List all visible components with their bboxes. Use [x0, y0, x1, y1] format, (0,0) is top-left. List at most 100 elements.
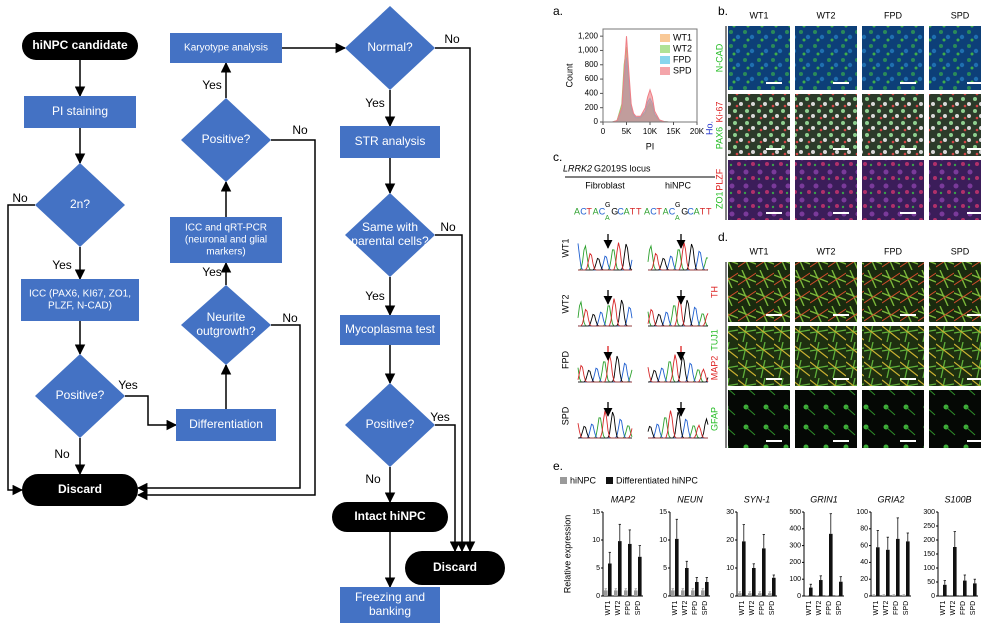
node-label: Differentiation — [189, 417, 263, 431]
y-tick-label: 1,000 — [578, 46, 599, 55]
edge-label: No — [292, 123, 308, 137]
micrograph — [862, 94, 924, 156]
edge-label: Yes — [365, 289, 385, 303]
decision-node — [345, 6, 435, 90]
bar — [839, 581, 843, 596]
x-tick-label: WT2 — [883, 601, 890, 616]
x-tick-label: WT1 — [672, 601, 679, 616]
bar — [772, 577, 776, 596]
y-tick-label: 10 — [726, 565, 734, 572]
bar — [685, 568, 689, 596]
y-tick-label: 200 — [789, 559, 801, 566]
base-letter: A — [574, 206, 580, 216]
node-label: PLZF, N-CAD) — [48, 301, 112, 312]
decision-node — [35, 163, 125, 247]
process-node — [340, 315, 440, 345]
x-tick-label: FPD — [893, 601, 900, 615]
legend-label: hiNPC — [570, 475, 597, 485]
chart-title: NEUN — [677, 494, 703, 504]
flow-arrow — [435, 47, 476, 553]
base-letter: A — [624, 206, 630, 216]
base-letter: A — [605, 215, 610, 222]
y-tick-label: 100 — [923, 565, 935, 572]
micrograph — [795, 262, 857, 322]
terminal-node — [22, 32, 138, 60]
base-letter: G — [675, 202, 680, 209]
node-label: ICC and qRT-PCR — [185, 223, 267, 234]
bar — [738, 593, 742, 596]
locus-title: G2019S locus — [594, 163, 651, 173]
column-label: SPD — [951, 246, 970, 256]
y-tick-label: 0 — [864, 593, 868, 600]
bar — [748, 593, 752, 596]
panel-label: e. — [553, 459, 563, 473]
row-label: WT1 — [560, 239, 570, 258]
bar — [829, 533, 833, 596]
edge-label: No — [444, 32, 460, 46]
legend-swatch — [606, 477, 613, 484]
node-label: ICC (PAX6, KI67, ZO1, — [29, 289, 131, 300]
edge-label: Yes — [430, 410, 450, 424]
y-tick-label: 300 — [923, 509, 935, 516]
process-node — [170, 217, 282, 263]
bar — [604, 590, 608, 596]
bar — [892, 595, 896, 596]
flow-arrow — [136, 139, 316, 501]
micrograph — [728, 262, 790, 322]
bar — [634, 590, 638, 596]
legend-swatch — [660, 56, 670, 64]
decision-node — [345, 383, 435, 467]
node-label: Positive? — [56, 388, 105, 402]
bar — [819, 580, 823, 596]
micrograph — [728, 326, 790, 386]
process-node — [24, 96, 136, 128]
micrograph — [728, 390, 790, 448]
base-letter: T — [656, 206, 662, 216]
x-axis-label: PI — [646, 141, 655, 151]
micrograph — [929, 390, 981, 448]
bar — [902, 595, 906, 596]
x-tick-label: 0 — [601, 127, 606, 136]
bar — [906, 541, 910, 596]
y-tick-label: 200 — [923, 537, 935, 544]
bar — [675, 538, 679, 596]
x-tick-label: WT2 — [682, 601, 689, 616]
row-label: SPD — [560, 406, 570, 425]
bar — [705, 582, 709, 596]
x-tick-label: WT2 — [749, 601, 756, 616]
stain-label: PAX6 — [714, 127, 724, 149]
bar — [638, 556, 642, 596]
base-letter: T — [636, 206, 642, 216]
micrograph — [728, 94, 790, 156]
y-tick-label: 800 — [585, 60, 599, 69]
y-tick-label: 60 — [860, 542, 868, 549]
y-tick-label: 10 — [659, 537, 667, 544]
decision-node — [345, 193, 435, 277]
node-label: Positive? — [202, 132, 251, 146]
micrograph — [728, 26, 790, 90]
y-tick-label: 0 — [730, 593, 734, 600]
bar — [681, 590, 685, 596]
stain-label: PLZF — [714, 168, 724, 191]
bar — [618, 541, 622, 596]
flowchart: hiNPC candidate PI staining 2n? ICC (PAX6, … — [7, 6, 505, 623]
flow-arrow — [435, 234, 468, 553]
y-tick-label: 20 — [860, 576, 868, 583]
bar — [624, 590, 628, 596]
bar — [742, 541, 746, 596]
legend-swatch — [560, 477, 567, 484]
process-node — [340, 587, 440, 623]
column-label: FPD — [884, 10, 903, 20]
bar — [953, 547, 957, 596]
y-tick-label: 50 — [927, 579, 935, 586]
bar — [876, 547, 880, 596]
bar — [671, 590, 675, 596]
micrograph — [929, 160, 981, 220]
micrograph — [795, 160, 857, 220]
panel-label: a. — [553, 4, 563, 18]
node-label: outgrowth? — [196, 324, 256, 338]
micrograph — [862, 262, 924, 322]
panel-label: c. — [553, 150, 562, 164]
bar — [943, 584, 947, 596]
